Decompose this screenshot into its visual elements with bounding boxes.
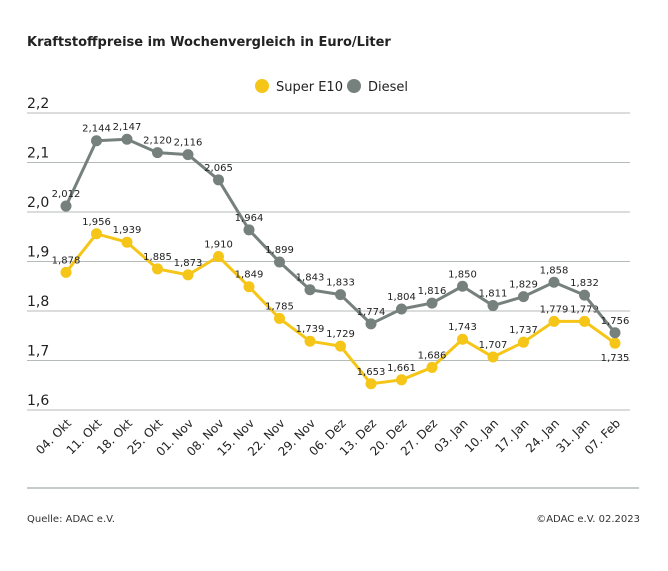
data-point	[609, 327, 621, 339]
data-label: 1,833	[326, 278, 355, 289]
data-point	[213, 174, 224, 186]
data-point	[396, 374, 407, 386]
series-line-diesel	[64, 137, 617, 334]
data-label: 1,779	[540, 304, 569, 315]
data-label: 1,779	[570, 304, 599, 315]
data-point	[548, 315, 560, 327]
data-point	[60, 266, 72, 278]
data-label: 2,120	[143, 136, 172, 147]
data-point	[152, 263, 163, 275]
data-label: 1,707	[479, 340, 508, 351]
data-point	[121, 236, 133, 248]
data-point	[243, 281, 255, 293]
data-label: 1,956	[82, 217, 111, 228]
data-point	[487, 300, 499, 312]
data-point	[396, 303, 407, 315]
legend-label: Super E10	[276, 80, 343, 95]
data-point	[426, 297, 438, 309]
data-label: 2,144	[82, 124, 111, 135]
data-point	[518, 336, 529, 348]
data-label: 1,885	[143, 252, 172, 263]
data-label: 1,849	[235, 270, 264, 281]
data-label: 1,756	[601, 316, 630, 327]
data-point	[243, 224, 255, 236]
data-point	[335, 340, 346, 352]
data-label: 1,816	[418, 286, 447, 297]
data-point	[182, 149, 194, 161]
data-point	[335, 289, 346, 301]
data-label: 1,829	[509, 280, 538, 291]
data-point	[121, 133, 133, 145]
data-label: 1,858	[540, 265, 569, 276]
data-point	[182, 269, 194, 281]
data-point	[213, 251, 224, 263]
data-label: 1,743	[448, 322, 477, 333]
source-note: Quelle: ADAC e.V.	[27, 514, 115, 525]
data-label: 1,939	[113, 225, 142, 236]
data-label: 1,735	[601, 353, 630, 364]
data-label: 2,012	[52, 189, 81, 200]
data-label: 1,811	[479, 289, 508, 300]
data-point	[60, 200, 72, 212]
data-point	[304, 335, 316, 347]
data-label: 1,910	[204, 240, 233, 251]
data-label: 1,899	[265, 245, 294, 256]
data-label: 1,964	[235, 213, 264, 224]
data-point	[457, 280, 468, 292]
data-point	[579, 315, 590, 327]
y-tick-label: 2,1	[27, 146, 49, 162]
data-point	[579, 289, 590, 301]
data-label: 2,116	[174, 138, 203, 149]
chart-title: Kraftstoffpreise im Wochenvergleich in E…	[27, 35, 391, 50]
data-point	[274, 312, 285, 324]
y-tick-label: 2,2	[27, 96, 49, 112]
copyright-note: ©ADAC e.V. 02.2023	[536, 514, 640, 525]
legend-label: Diesel	[368, 80, 408, 95]
data-point	[365, 378, 377, 390]
data-label: 1,804	[387, 292, 416, 303]
data-label: 1,661	[387, 363, 416, 374]
divider	[27, 487, 639, 489]
data-point	[365, 318, 377, 330]
data-label: 1,850	[448, 269, 477, 280]
data-label: 2,065	[204, 163, 233, 174]
data-label: 1,686	[418, 350, 447, 361]
data-label: 1,739	[296, 324, 325, 335]
data-label: 1,873	[174, 258, 203, 269]
y-tick-label: 1,8	[27, 294, 49, 310]
y-tick-label: 1,7	[27, 344, 49, 360]
data-label: 1,729	[326, 329, 355, 340]
data-point	[548, 276, 560, 288]
data-point	[274, 256, 285, 268]
data-point	[91, 135, 102, 147]
data-point	[518, 291, 529, 303]
y-tick-label: 2,0	[27, 195, 49, 211]
data-label: 1,774	[357, 307, 386, 318]
data-label: 1,737	[509, 325, 538, 336]
legend-marker	[255, 79, 269, 93]
data-point	[487, 351, 499, 363]
y-tick-label: 1,6	[27, 393, 49, 409]
data-point	[304, 284, 316, 296]
data-label: 1,832	[570, 278, 599, 289]
data-label: 1,878	[52, 255, 81, 266]
data-label: 1,653	[357, 367, 386, 378]
data-label: 1,843	[296, 273, 325, 284]
data-point	[609, 337, 621, 349]
legend-marker	[347, 79, 361, 93]
data-label: 2,147	[113, 122, 142, 133]
data-point	[91, 228, 102, 240]
data-point	[152, 147, 163, 159]
y-tick-label: 1,9	[27, 245, 49, 261]
data-point	[457, 333, 468, 345]
data-point	[426, 361, 438, 373]
data-label: 1,785	[265, 301, 294, 312]
